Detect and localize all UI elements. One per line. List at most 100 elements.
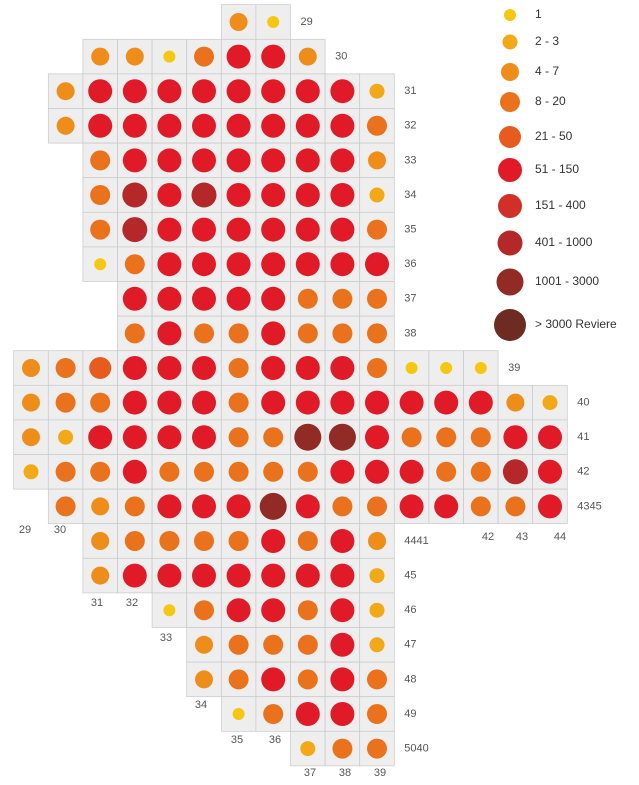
count-dot: [297, 669, 318, 690]
count-dot: [226, 183, 251, 207]
row-label: 47: [404, 639, 416, 651]
count-dot: [195, 670, 213, 689]
row-label: 39: [508, 362, 520, 374]
count-dot: [297, 600, 318, 621]
row-label: 48: [404, 673, 416, 685]
count-dot: [226, 148, 251, 173]
count-dot: [122, 425, 147, 450]
column-label: 31: [91, 597, 103, 609]
count-dot: [261, 148, 286, 173]
row-label: 5040: [404, 743, 428, 755]
count-dot: [505, 496, 526, 517]
count-dot: [88, 425, 113, 450]
count-dot: [122, 182, 148, 208]
count-dot: [367, 115, 387, 136]
count-dot: [261, 321, 286, 346]
column-label: 37: [304, 767, 316, 779]
count-dot: [228, 461, 249, 482]
count-dot: [124, 496, 145, 517]
count-dot: [295, 113, 320, 138]
column-label: 38: [339, 767, 351, 779]
count-dot: [194, 600, 214, 621]
count-dot: [261, 356, 286, 380]
count-dot: [368, 532, 386, 550]
column-label: 32: [126, 597, 138, 609]
count-dot: [295, 148, 320, 173]
count-dot: [122, 113, 147, 138]
count-dot: [369, 83, 385, 99]
count-dot: [192, 425, 216, 450]
column-label: 39: [374, 767, 386, 779]
count-dot: [297, 634, 318, 655]
count-dot: [261, 598, 286, 623]
column-label: 35: [231, 734, 243, 746]
legend-label: 1001 - 3000: [535, 274, 599, 288]
grid-cell: [220, 523, 257, 559]
legend-label: > 3000 Reviere: [535, 317, 617, 331]
count-dot: [367, 219, 387, 240]
count-dot: [470, 427, 491, 448]
count-dot: [332, 323, 353, 344]
column-label: 30: [54, 524, 66, 536]
count-dot: [88, 79, 113, 104]
legend-swatch: [498, 194, 522, 218]
count-dot: [122, 148, 147, 173]
legend-swatch: [499, 126, 521, 148]
count-dot: [330, 356, 355, 380]
count-dot: [122, 286, 147, 311]
legend-label: 401 - 1000: [535, 235, 593, 249]
count-dot: [226, 44, 251, 69]
column-label: 33: [160, 632, 172, 644]
count-dot: [434, 494, 459, 519]
count-dot: [22, 393, 40, 412]
count-dot: [22, 428, 40, 447]
row-label: 33: [404, 154, 416, 166]
legend-label: 2 - 3: [535, 34, 559, 48]
count-dot: [369, 637, 385, 653]
count-dot: [261, 217, 286, 242]
count-dot: [468, 390, 493, 415]
count-dot: [157, 494, 182, 519]
count-dot: [91, 497, 110, 516]
count-dot: [263, 427, 284, 448]
count-dot: [157, 113, 182, 138]
count-dot: [295, 217, 320, 242]
count-dot: [263, 634, 284, 655]
count-dot: [124, 254, 145, 275]
count-dot: [263, 704, 284, 724]
count-dot: [330, 148, 355, 173]
count-dot: [502, 459, 528, 485]
count-dot: [194, 531, 214, 551]
count-dot: [405, 362, 418, 374]
count-dot: [157, 148, 182, 173]
count-dot: [503, 425, 528, 450]
legend-label: 4 - 7: [535, 64, 559, 78]
count-dot: [157, 286, 182, 311]
labels: 29 30 31 32 33 34 35 36 37 38 39 40 41 42 4345 4441 45 46…: [19, 16, 602, 779]
legend: 1 2 - 3 4 - 7 8 - 20 21 - 50 51 - 150 151 - 40…: [494, 7, 617, 341]
count-dot: [300, 741, 316, 757]
column-label: 44: [554, 531, 566, 543]
count-dot: [367, 738, 387, 759]
count-dot: [330, 113, 355, 138]
count-dot: [298, 47, 317, 66]
row-label: 36: [404, 258, 416, 270]
count-dot: [88, 113, 113, 138]
count-dot: [474, 362, 487, 374]
count-dot: [91, 532, 110, 550]
legend-swatch: [497, 230, 523, 256]
count-dot: [226, 494, 251, 519]
count-dot: [470, 461, 491, 482]
count-dot: [330, 217, 355, 242]
count-dot: [55, 496, 76, 517]
count-dot: [192, 494, 216, 519]
count-dot: [330, 529, 355, 553]
legend-label: 1: [535, 7, 542, 21]
count-dot: [157, 217, 182, 242]
count-dot: [157, 425, 182, 450]
legend-swatch: [501, 63, 519, 81]
row-label: 38: [404, 327, 416, 339]
count-dot: [330, 252, 355, 277]
count-dot: [297, 461, 318, 482]
